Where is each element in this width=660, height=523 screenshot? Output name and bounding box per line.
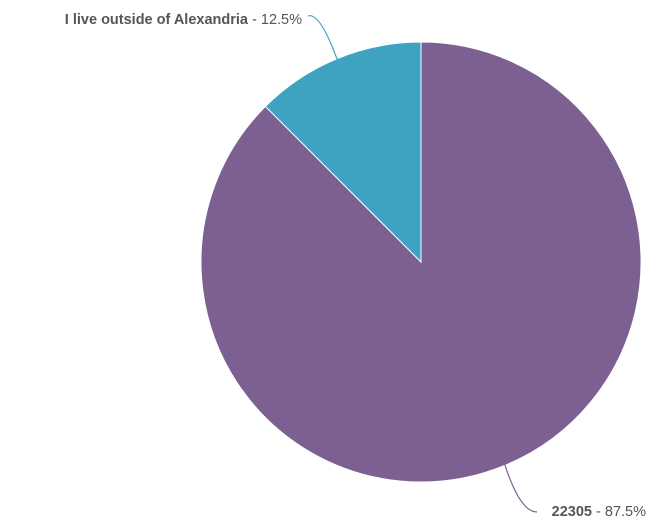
slice-label-outside-alexandria: I live outside of Alexandria - 12.5% [65, 12, 302, 28]
slice-label-percent: 12.5% [261, 12, 302, 28]
connector-line [503, 463, 538, 513]
slice-label-name: I live outside of Alexandria [65, 12, 249, 28]
pie-slices [200, 41, 642, 483]
slice-label-name: 22305 [552, 504, 592, 520]
connector-line [307, 15, 339, 61]
slice-label-22305: 22305 - 87.5% [552, 504, 646, 520]
slice-label-separator: - [248, 12, 261, 28]
slice-label-percent: 87.5% [605, 504, 646, 520]
pie-label-connectors [307, 15, 538, 513]
slice-label-separator: - [592, 504, 605, 520]
